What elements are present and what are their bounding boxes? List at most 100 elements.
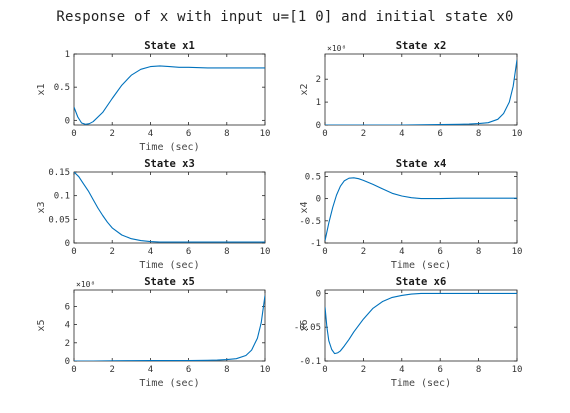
- data-point: [264, 242, 265, 243]
- data-point: [401, 295, 402, 296]
- data-point: [363, 319, 364, 320]
- y-axis-label: x1: [36, 83, 47, 95]
- data-point: [488, 122, 489, 123]
- data-point: [324, 124, 325, 125]
- y-tick-label: 0: [65, 116, 70, 126]
- data-point: [392, 297, 393, 298]
- data-point: [245, 355, 246, 356]
- x-tick-label: 8: [476, 365, 481, 375]
- data-point: [497, 198, 498, 199]
- data-point: [264, 295, 265, 296]
- data-point: [468, 124, 469, 125]
- data-point: [497, 293, 498, 294]
- subplot-5: State x5 0 2 4 6 8 10 0 2 4 6 ×10⁸ Time (sec) x5: [36, 276, 270, 389]
- data-point: [217, 360, 218, 361]
- x-tick-label: 8: [224, 247, 229, 257]
- data-point: [131, 75, 132, 76]
- y-tick-label: 0.15: [48, 168, 70, 178]
- x-tick-label: 4: [399, 247, 404, 257]
- data-point: [344, 346, 345, 347]
- y-tick-label: 6: [65, 302, 70, 312]
- x-tick-label: 0: [71, 247, 76, 257]
- data-point: [348, 339, 349, 340]
- x-tick-label: 8: [224, 129, 229, 139]
- data-point: [159, 65, 160, 66]
- data-point: [112, 98, 113, 99]
- y-axis-label: x4: [299, 201, 310, 213]
- data-point: [93, 360, 94, 361]
- data-point: [337, 352, 338, 353]
- series-line: [74, 295, 265, 361]
- y-tick-label: 0: [316, 195, 321, 205]
- data-point: [509, 102, 510, 103]
- data-point: [73, 171, 74, 172]
- x-tick-label: 10: [260, 247, 271, 257]
- data-point: [358, 178, 359, 179]
- data-point: [478, 293, 479, 294]
- data-point: [459, 124, 460, 125]
- subplot-title: State x5: [144, 276, 195, 288]
- y-exponent-label: ×10⁸: [76, 280, 95, 289]
- subplot-title: State x6: [396, 276, 447, 288]
- x-tick-label: 8: [224, 365, 229, 375]
- y-tick-label: 0.5: [305, 172, 321, 182]
- x-axis-label: Time (sec): [391, 260, 451, 271]
- axes-box: [324, 53, 518, 126]
- x-tick-label: 6: [437, 247, 442, 257]
- x-tick-label: 4: [148, 247, 153, 257]
- data-point: [150, 241, 151, 242]
- x-tick-label: 0: [71, 129, 76, 139]
- data-point: [236, 358, 237, 359]
- x-tick-label: 6: [186, 247, 191, 257]
- data-point: [131, 360, 132, 361]
- x-tick-label: 0: [322, 129, 327, 139]
- data-point: [440, 293, 441, 294]
- data-point: [179, 67, 180, 68]
- data-point: [89, 123, 90, 124]
- series-line: [74, 172, 265, 243]
- x-tick-label: 0: [71, 365, 76, 375]
- data-point: [326, 327, 327, 328]
- y-tick-label: 0: [316, 121, 321, 131]
- data-point: [459, 198, 460, 199]
- x-tick-label: 6: [186, 129, 191, 139]
- series-line: [325, 59, 517, 125]
- y-tick-label: 0.05: [48, 215, 70, 225]
- x-tick-label: 6: [186, 365, 191, 375]
- x-axis-label: Time (sec): [139, 260, 199, 271]
- series-line: [325, 292, 517, 355]
- y-tick-label: 0.1: [54, 192, 70, 202]
- series-line: [325, 177, 517, 241]
- data-point: [169, 242, 170, 243]
- x-tick-label: 10: [512, 129, 523, 139]
- data-point: [97, 207, 98, 208]
- y-tick-label: 1: [316, 98, 321, 108]
- data-point: [121, 85, 122, 86]
- data-point: [420, 198, 421, 199]
- data-point: [188, 360, 189, 361]
- subplot-title: State x2: [396, 40, 447, 52]
- data-point: [340, 186, 341, 187]
- data-point: [420, 124, 421, 125]
- data-point: [169, 360, 170, 361]
- y-tick-label: 2: [65, 339, 70, 349]
- data-point: [440, 198, 441, 199]
- data-point: [497, 119, 498, 120]
- x-tick-label: 2: [109, 365, 114, 375]
- data-point: [353, 177, 354, 178]
- y-axis-label: x6: [299, 319, 310, 331]
- subplot-1: State x1 0 2 4 6 8 10 0 0.5 1 Time (sec) x1: [36, 40, 270, 153]
- x-tick-label: 2: [361, 129, 366, 139]
- data-point: [401, 195, 402, 196]
- data-point: [207, 242, 208, 243]
- data-point: [73, 360, 74, 361]
- data-point: [334, 353, 335, 354]
- data-point: [516, 198, 517, 199]
- data-point: [93, 121, 94, 122]
- data-point: [188, 67, 189, 68]
- x-tick-label: 4: [399, 365, 404, 375]
- x-tick-label: 6: [437, 365, 442, 375]
- data-point: [245, 242, 246, 243]
- y-tick-label: -0.1: [299, 357, 321, 367]
